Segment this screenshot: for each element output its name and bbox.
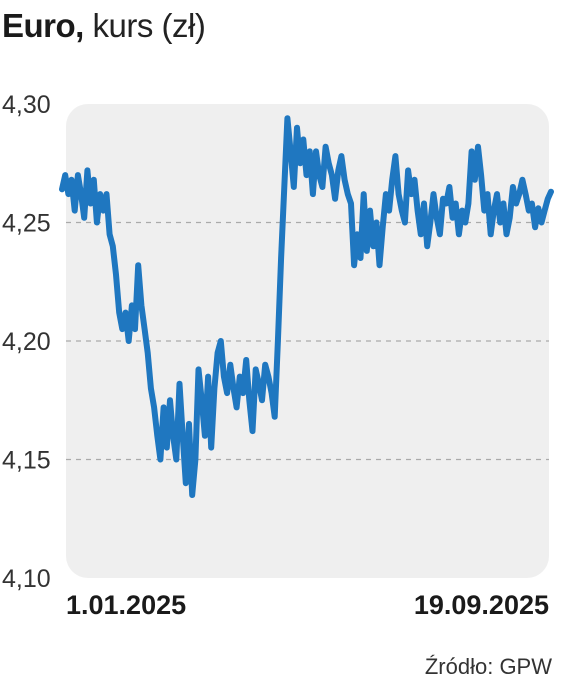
chart-title-main: Euro, [2,7,84,44]
y-tick-label: 4,10 [2,565,51,593]
chart-title: Euro, kurs (zł) [2,4,206,48]
y-tick-label: 4,15 [2,447,51,475]
y-tick-label: 4,20 [2,328,51,356]
y-tick-label: 4,25 [2,210,51,238]
source-note: Źródło: GPW [424,654,552,679]
y-tick-label: 4,30 [2,91,51,119]
chart-title-unit: kurs (zł) [92,7,206,44]
x-axis: 1.01.2025 19.09.2025 [66,590,549,620]
x-tick-label: 19.09.2025 [414,590,549,620]
series-line-euro [59,115,554,498]
y-axis: 4,10 4,15 4,20 4,25 4,30 [2,91,51,593]
x-tick-label: 1.01.2025 [66,590,186,620]
